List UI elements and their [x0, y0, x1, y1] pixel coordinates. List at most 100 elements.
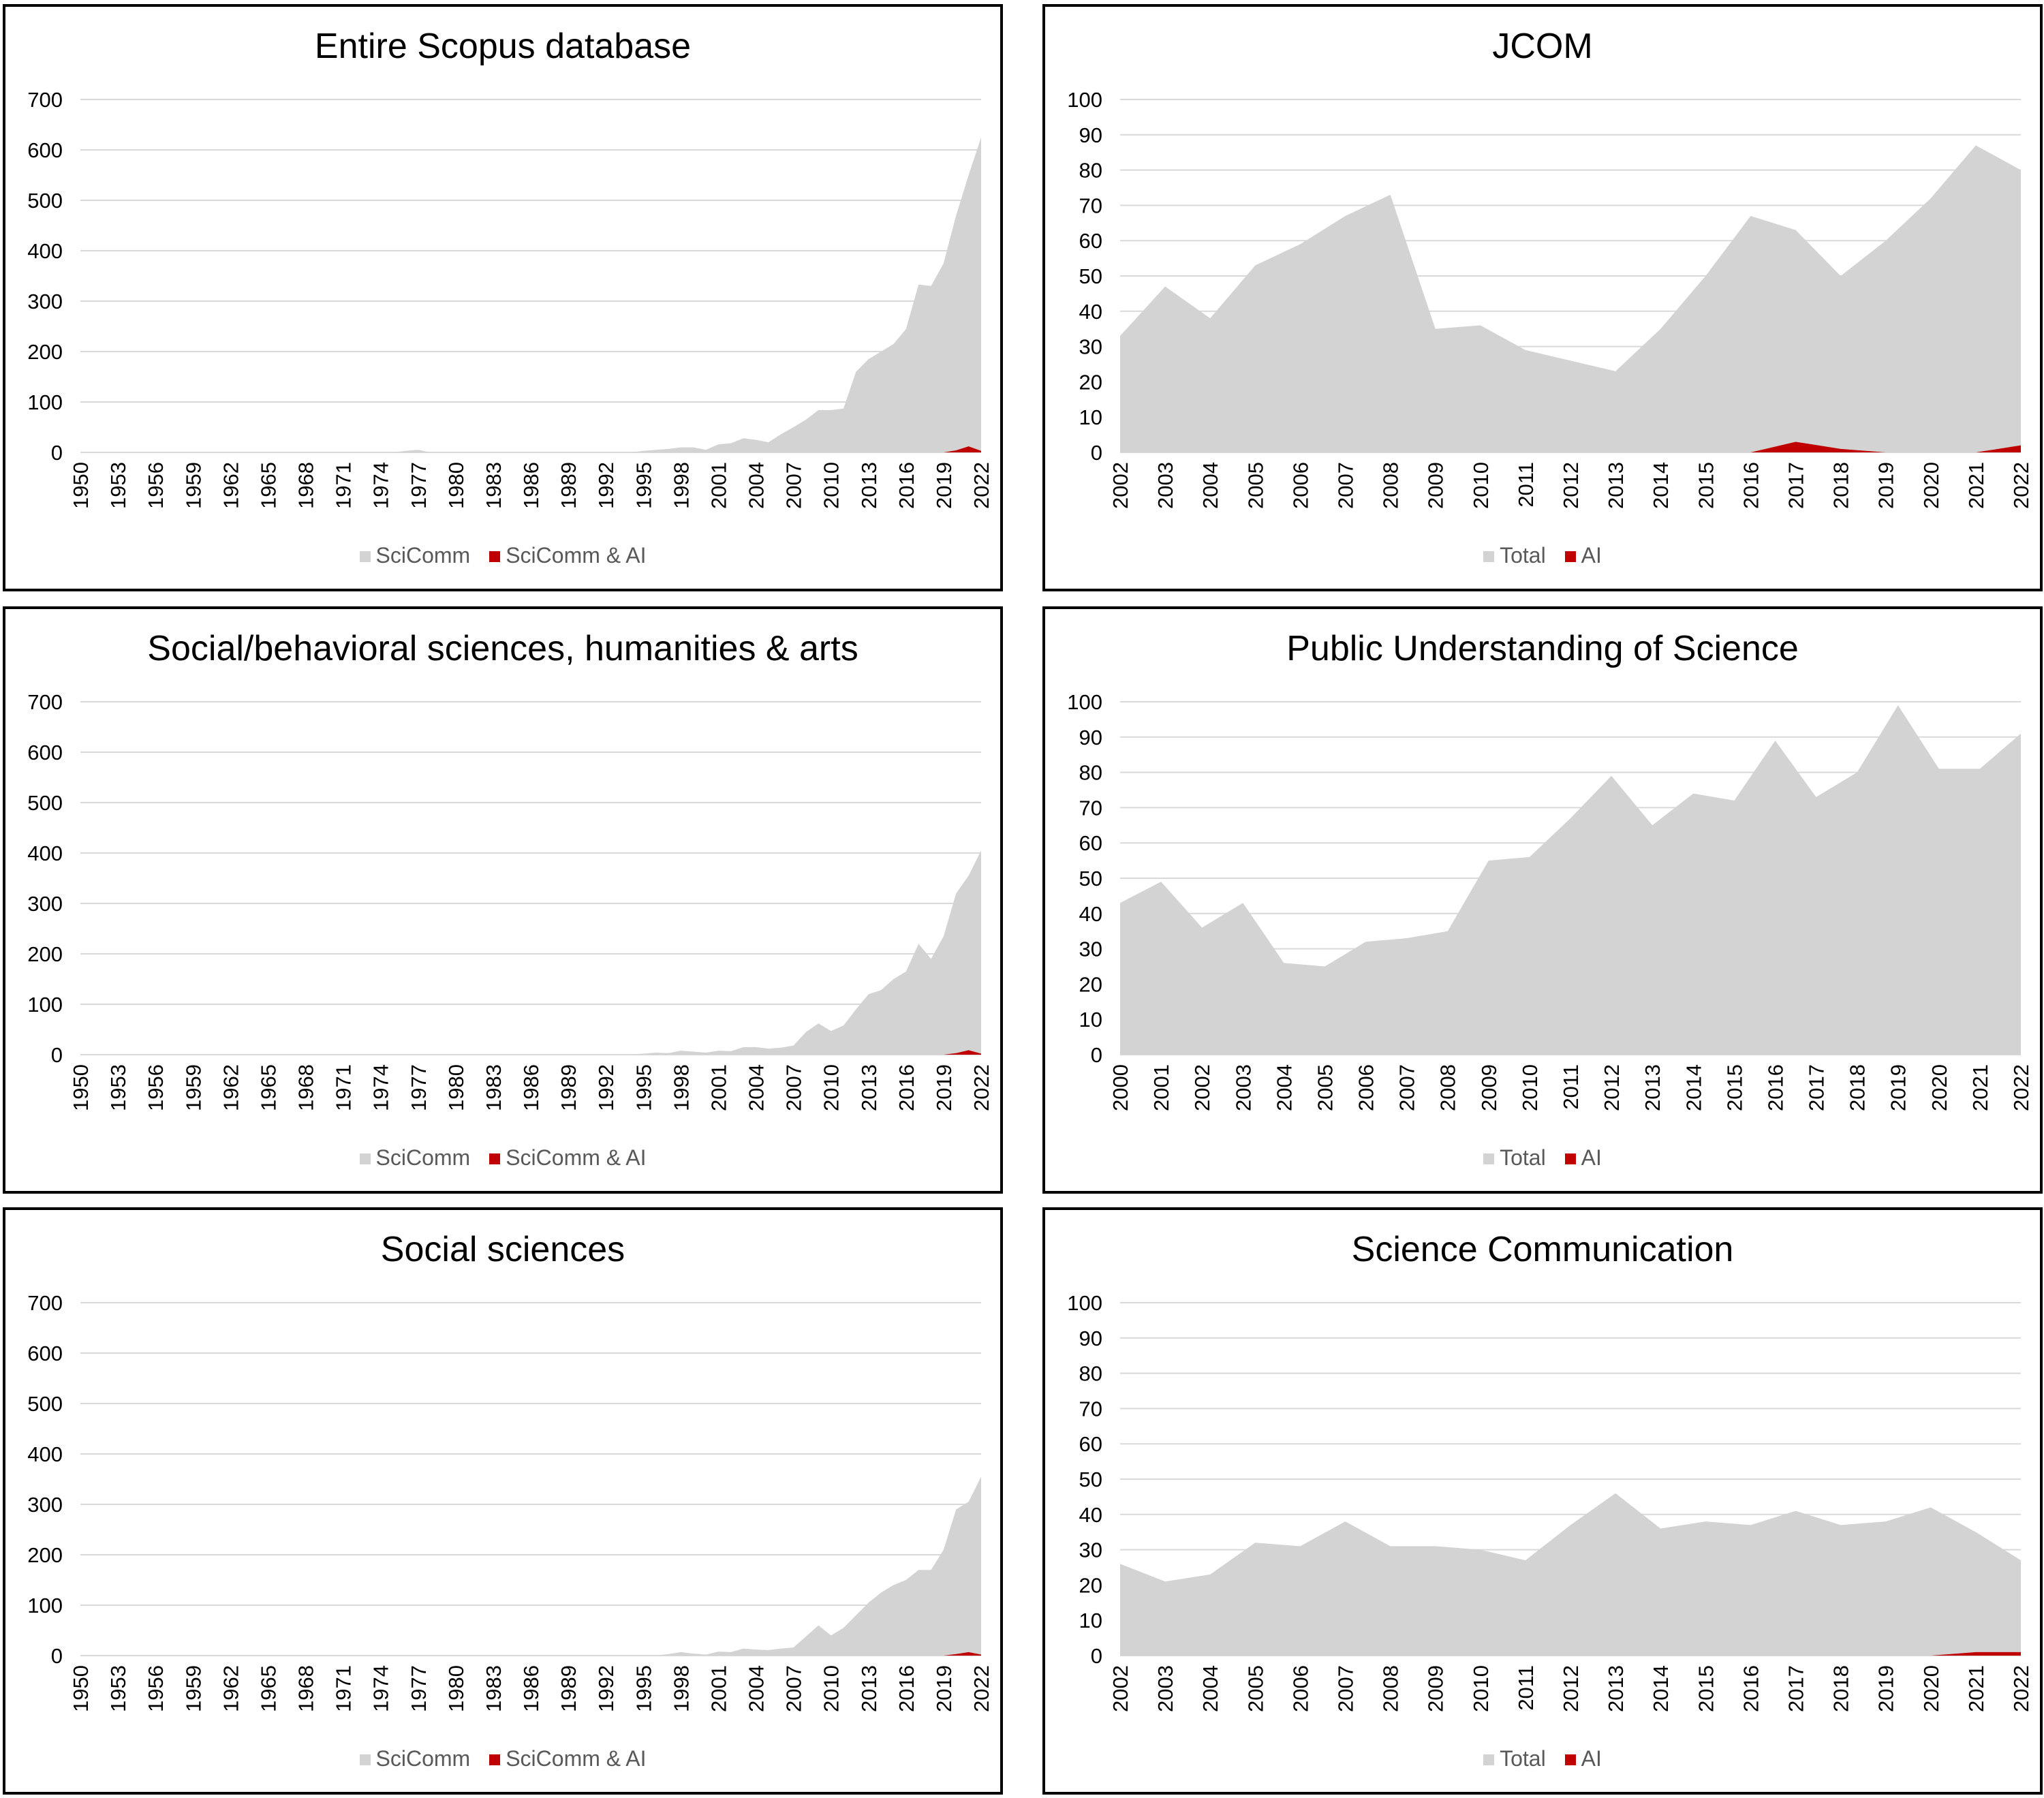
x-tick-label: 2019 — [1887, 1064, 1910, 1111]
x-tick-label: 1980 — [444, 462, 468, 509]
x-tick-label: 1980 — [444, 1064, 468, 1111]
x-tick-label: 2016 — [1763, 1064, 1787, 1111]
x-tick-label: 2019 — [932, 1064, 956, 1111]
y-tick-label: 50 — [1079, 1468, 1102, 1491]
legend-item: Total — [1483, 1746, 1546, 1771]
x-tick-label: 2016 — [895, 1665, 918, 1712]
x-tick-label: 2008 — [1379, 1665, 1403, 1712]
legend-item: SciComm & AI — [489, 1145, 646, 1171]
y-tick-label: 0 — [1091, 1043, 1102, 1067]
x-tick-label: 2020 — [1919, 1665, 1943, 1712]
x-tick-label: 2003 — [1153, 462, 1177, 509]
x-tick-label: 2011 — [1514, 1665, 1538, 1711]
legend-item: Total — [1483, 1145, 1546, 1171]
x-tick-label: 2018 — [1846, 1064, 1870, 1111]
chart-legend: SciComm SciComm & AI — [5, 543, 1000, 568]
x-tick-label: 2001 — [707, 1665, 730, 1712]
legend-swatch — [1483, 551, 1495, 562]
x-tick-label: 2003 — [1153, 1665, 1177, 1712]
x-tick-label: 2010 — [820, 462, 843, 509]
y-tick-label: 30 — [1079, 335, 1102, 359]
x-tick-label: 2020 — [1919, 462, 1943, 509]
x-tick-label: 2005 — [1243, 1665, 1267, 1712]
y-tick-label: 10 — [1079, 1008, 1102, 1032]
x-tick-label: 1983 — [482, 462, 506, 509]
x-tick-label: 2010 — [820, 1064, 843, 1111]
x-tick-label: 2016 — [1739, 462, 1763, 509]
x-tick-label: 2014 — [1682, 1064, 1705, 1111]
y-tick-label: 700 — [27, 88, 63, 112]
x-tick-label: 2012 — [1600, 1064, 1624, 1111]
x-tick-label: 1950 — [69, 1665, 93, 1712]
y-tick-label: 80 — [1079, 761, 1102, 785]
chart-panel-social-sciences: Social sciences 0 100 200 300 400 500 600 700 195… — [3, 1207, 1003, 1795]
chart-title: Public Understanding of Science — [1286, 629, 1799, 668]
x-tick-label: 1950 — [69, 1064, 93, 1111]
x-tick-label: 2009 — [1424, 1665, 1448, 1712]
legend-item: AI — [1564, 1746, 1602, 1771]
y-tick-label: 10 — [1079, 405, 1102, 429]
y-tick-label: 200 — [27, 340, 63, 364]
x-tick-label: 2010 — [1469, 1665, 1493, 1712]
x-tick-label: 2012 — [1559, 1665, 1583, 1712]
legend-swatch — [359, 1153, 371, 1164]
x-tick-label: 2016 — [895, 462, 918, 509]
y-tick-label: 80 — [1079, 159, 1102, 183]
x-tick-label: 2022 — [2009, 462, 2033, 509]
x-tick-label: 1977 — [407, 462, 431, 509]
x-tick-label: 1950 — [69, 462, 93, 509]
x-tick-label: 2008 — [1436, 1064, 1460, 1111]
x-tick-label: 2018 — [1829, 462, 1853, 509]
x-tick-label: 2004 — [745, 1064, 769, 1111]
y-tick-label: 60 — [1079, 831, 1102, 855]
x-tick-label: 1989 — [557, 462, 580, 509]
y-tick-label: 700 — [27, 1291, 63, 1315]
x-tick-label: 2004 — [745, 1665, 769, 1712]
x-tick-label: 1971 — [332, 1064, 356, 1111]
x-tick-label: 2014 — [1649, 462, 1673, 509]
y-tick-label: 40 — [1079, 300, 1102, 324]
x-tick-label: 2005 — [1313, 1064, 1337, 1111]
x-tick-label: 1986 — [519, 462, 543, 509]
x-tick-label: 2019 — [1874, 462, 1898, 509]
chart-panel-social-behavioral: Social/behavioral sciences, humanities &… — [3, 606, 1003, 1194]
x-tick-label: 2004 — [745, 462, 769, 509]
legend-swatch — [1564, 1153, 1576, 1164]
y-tick-label: 400 — [27, 239, 63, 263]
y-tick-label: 90 — [1079, 123, 1102, 147]
chart-title: JCOM — [1492, 27, 1593, 66]
x-tick-label: 1995 — [632, 1064, 655, 1111]
legend-swatch — [1483, 1153, 1495, 1164]
x-tick-label: 2004 — [1198, 1665, 1222, 1712]
legend-item: SciComm & AI — [489, 543, 646, 568]
x-tick-label: 1962 — [219, 1064, 243, 1111]
area-series-scicomm — [80, 137, 981, 452]
y-tick-label: 0 — [51, 1043, 63, 1067]
y-tick-label: 20 — [1079, 370, 1102, 394]
x-tick-label: 1989 — [557, 1665, 580, 1712]
x-tick-label: 2022 — [970, 1665, 993, 1712]
x-tick-label: 2013 — [857, 1665, 881, 1712]
x-tick-label: 1959 — [181, 1665, 205, 1712]
x-tick-label: 2002 — [1109, 1665, 1132, 1712]
x-tick-label: 1998 — [669, 1064, 693, 1111]
y-tick-label: 700 — [27, 690, 63, 714]
x-tick-label: 2013 — [857, 462, 881, 509]
x-tick-label: 1992 — [594, 462, 618, 509]
x-tick-label: 2013 — [1604, 1665, 1628, 1712]
x-tick-label: 2002 — [1109, 462, 1132, 509]
x-tick-label: 1971 — [332, 1665, 356, 1712]
y-tick-label: 10 — [1079, 1609, 1102, 1632]
x-tick-label: 2011 — [1559, 1064, 1583, 1110]
x-tick-label: 2018 — [1829, 1665, 1853, 1712]
x-tick-label: 2020 — [1927, 1064, 1951, 1111]
y-tick-label: 200 — [27, 942, 63, 966]
chart-plot: 0 100 200 300 400 500 600 700 1950 1953 1956 1959 19… — [27, 88, 993, 509]
x-tick-label: 2013 — [1641, 1064, 1664, 1111]
y-tick-label: 30 — [1079, 937, 1102, 961]
y-tick-label: 90 — [1079, 726, 1102, 749]
x-tick-label: 2006 — [1354, 1064, 1378, 1111]
x-tick-label: 1974 — [369, 462, 393, 509]
x-tick-label: 2015 — [1694, 1665, 1718, 1712]
legend-label: Total — [1500, 543, 1546, 568]
